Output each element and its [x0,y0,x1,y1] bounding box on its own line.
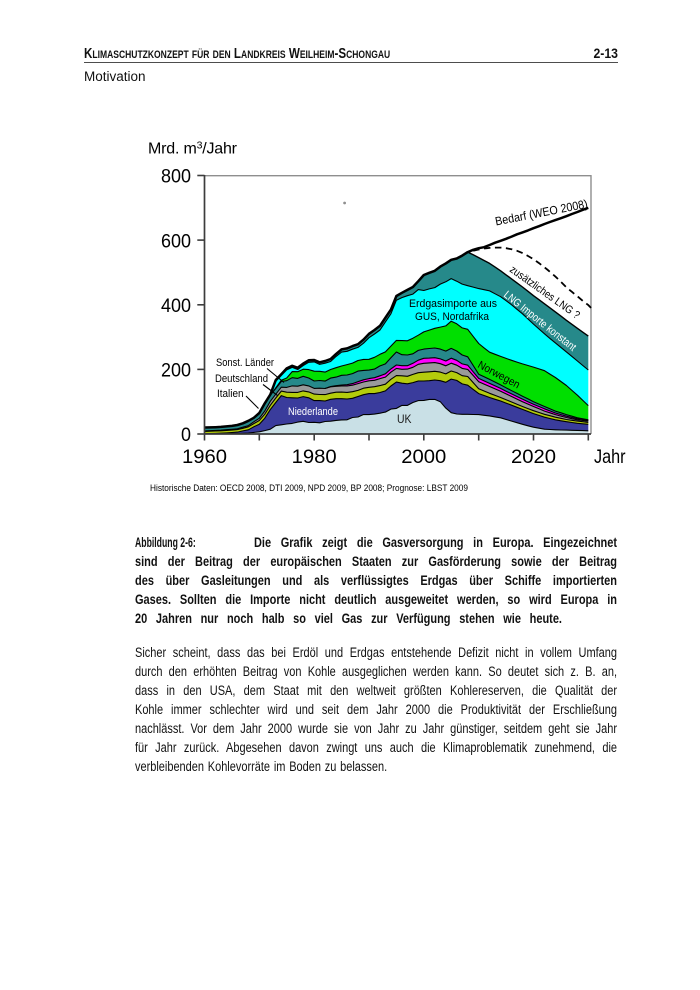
svg-text:Bedarf (WEO 2008): Bedarf (WEO 2008) [494,197,589,229]
svg-text:Deutschland: Deutschland [215,373,268,385]
svg-text:0: 0 [181,424,191,446]
svg-text:400: 400 [161,295,191,317]
svg-text:Sonst. Länder: Sonst. Länder [216,357,274,369]
svg-text:200: 200 [161,360,191,382]
svg-text:800: 800 [161,166,191,188]
svg-text:1960: 1960 [182,446,227,468]
svg-text:Mrd. m3/Jahr: Mrd. m3/Jahr [148,140,238,158]
svg-text:600: 600 [161,230,191,252]
svg-text:Historische Daten: OECD 2008,: Historische Daten: OECD 2008, DTI 2009, … [150,483,468,494]
svg-text:GUS, Nordafrika: GUS, Nordafrika [415,311,490,323]
svg-text:1980: 1980 [292,446,337,468]
svg-text:Niederlande: Niederlande [288,406,338,418]
svg-text:2000: 2000 [401,446,446,468]
svg-text:2020: 2020 [511,446,556,468]
svg-text:Erdgasimporte aus: Erdgasimporte aus [409,298,497,310]
svg-text:Jahr: Jahr [594,446,626,468]
svg-text:UK: UK [397,414,412,426]
svg-text:Italien: Italien [217,388,244,400]
